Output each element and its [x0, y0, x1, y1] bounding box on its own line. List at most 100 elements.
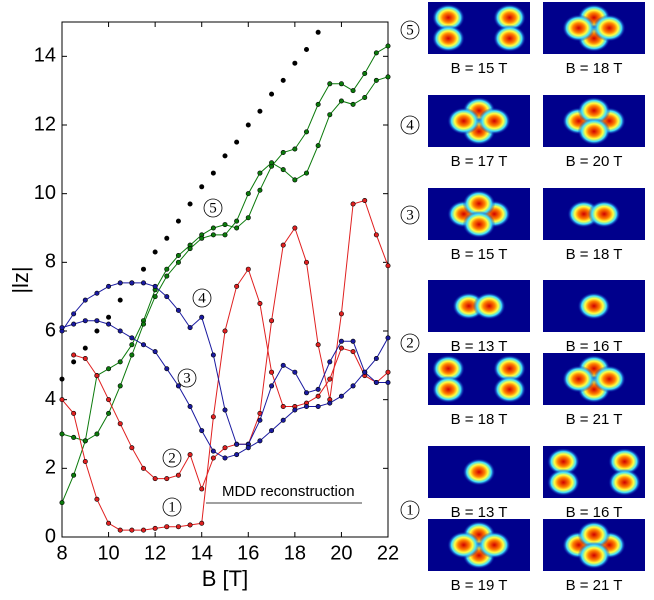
- data-point: [129, 335, 135, 341]
- y-tick-label: 12: [34, 113, 56, 135]
- data-point: [327, 112, 333, 118]
- panel-number: 2: [406, 335, 414, 351]
- x-tick-label: 12: [144, 542, 166, 564]
- data-point: [71, 321, 77, 327]
- panel-number: 3: [406, 207, 414, 223]
- data-point: [303, 259, 309, 265]
- data-point: [280, 242, 286, 248]
- density-blob: [462, 458, 496, 486]
- data-point: [210, 414, 216, 420]
- data-point: [362, 71, 368, 77]
- data-point: [152, 283, 158, 289]
- data-point: [350, 338, 356, 344]
- data-point: [257, 187, 263, 193]
- data-point: [117, 383, 123, 389]
- data-point: [385, 74, 391, 80]
- density-blob: [447, 107, 481, 135]
- data-point: [222, 455, 228, 461]
- plot-frame: [61, 21, 389, 538]
- panel-caption: B = 19 T: [451, 577, 508, 594]
- panel-caption: B = 18 T: [451, 411, 508, 428]
- data-point: [164, 235, 170, 241]
- density-blob: [608, 468, 641, 496]
- data-point: [315, 29, 321, 35]
- density-blob: [562, 14, 596, 42]
- data-point: [152, 349, 158, 355]
- data-point: [373, 77, 379, 83]
- data-point: [234, 452, 240, 458]
- data-point: [338, 345, 344, 351]
- data-point: [350, 101, 356, 107]
- data-point: [71, 410, 77, 416]
- data-point: [385, 263, 391, 269]
- density-blob: [432, 375, 465, 403]
- data-point: [117, 328, 123, 334]
- data-point: [338, 338, 344, 344]
- data-point: [152, 294, 158, 300]
- density-blob: [547, 448, 580, 476]
- data-point: [94, 373, 100, 379]
- data-point: [94, 496, 100, 502]
- data-point: [164, 273, 170, 279]
- x-axis-label: B [T]: [202, 566, 248, 591]
- data-point: [106, 366, 112, 372]
- data-point: [59, 431, 65, 437]
- data-point: [269, 160, 275, 166]
- data-point: [82, 318, 88, 324]
- density-blob: [547, 468, 580, 496]
- density-blob: [462, 210, 496, 238]
- data-point: [199, 520, 205, 526]
- data-point: [373, 379, 379, 385]
- data-point: [338, 98, 344, 104]
- curve-label-ring: [177, 368, 197, 388]
- panel-caption: B = 16 T: [566, 504, 623, 521]
- data-point: [175, 259, 181, 265]
- data-point: [210, 225, 216, 231]
- curve-label-ring: [192, 288, 212, 308]
- panel-caption: B = 21 T: [566, 577, 623, 594]
- data-point: [338, 393, 344, 399]
- density-blob: [562, 365, 596, 393]
- data-point: [199, 428, 205, 434]
- data-point: [234, 218, 240, 224]
- y-tick-label: 8: [45, 251, 56, 273]
- data-point: [164, 524, 170, 530]
- panel-caption: B = 18 T: [566, 246, 623, 263]
- data-point: [210, 170, 216, 176]
- y-tick-label: 6: [45, 319, 56, 341]
- data-point: [141, 321, 147, 327]
- data-point: [117, 421, 123, 427]
- data-point: [257, 417, 263, 423]
- data-point: [222, 153, 228, 159]
- data-point: [292, 369, 298, 375]
- data-point: [94, 328, 100, 334]
- data-point: [175, 383, 181, 389]
- data-point: [71, 359, 77, 365]
- data-point: [210, 455, 216, 461]
- density-blob: [592, 14, 626, 42]
- y-tick-label: 4: [45, 388, 56, 410]
- data-point: [82, 345, 88, 351]
- panel-number: 1: [406, 502, 414, 518]
- data-point: [117, 527, 123, 533]
- density-blob: [577, 97, 611, 125]
- data-point: [327, 400, 333, 406]
- data-point: [187, 452, 193, 458]
- data-point: [199, 184, 205, 190]
- curve-label: 5: [209, 200, 217, 216]
- data-point: [234, 225, 240, 231]
- data-point: [117, 280, 123, 286]
- density-blob: [477, 107, 511, 135]
- data-point: [106, 314, 112, 320]
- data-point: [315, 101, 321, 107]
- data-point: [106, 520, 112, 526]
- data-point: [82, 458, 88, 464]
- data-point: [59, 325, 65, 331]
- data-point: [199, 486, 205, 492]
- data-point: [129, 445, 135, 451]
- data-point: [315, 342, 321, 348]
- data-point: [199, 314, 205, 320]
- x-tick-label: 16: [237, 542, 259, 564]
- data-point: [152, 476, 158, 482]
